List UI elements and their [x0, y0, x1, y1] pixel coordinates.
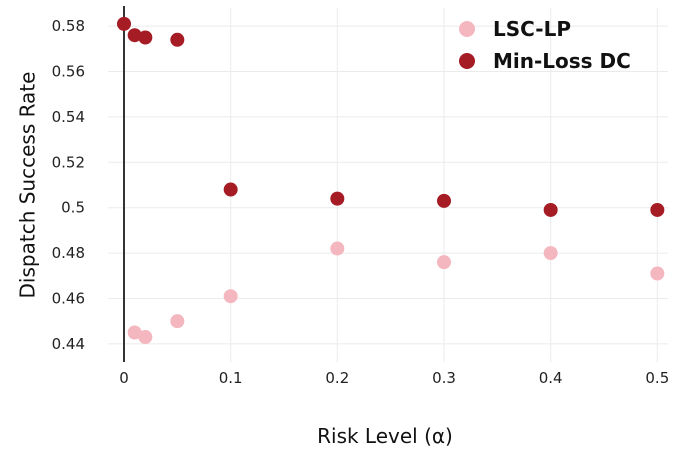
- data-point-series-1: [650, 266, 665, 281]
- grid: [108, 8, 668, 362]
- data-point-series-2: [223, 182, 238, 197]
- x-tick-label: 0.4: [539, 369, 563, 387]
- y-tick-label: 0.44: [52, 335, 85, 353]
- y-tick-label: 0.52: [52, 153, 85, 171]
- y-tick-label: 0.5: [61, 199, 85, 217]
- y-tick-label: 0.46: [52, 289, 85, 307]
- data-point-series-2: [330, 191, 345, 206]
- data-point-series-2: [543, 202, 558, 217]
- legend-marker: [459, 53, 475, 69]
- y-axis-ticks: 0.44 0.46 0.48 0.5 0.52 0.54 0.56 0.58: [52, 17, 85, 353]
- data-point-series-2: [170, 32, 185, 47]
- y-tick-label: 0.56: [52, 63, 85, 81]
- legend: LSC-LP Min-Loss DC: [459, 17, 631, 73]
- data-point-series-1: [223, 289, 238, 304]
- data-point-series-2: [117, 16, 131, 31]
- x-tick-label: 0.1: [219, 369, 243, 387]
- x-axis-ticks: 0 0.1 0.2 0.3 0.4 0.5: [119, 369, 669, 387]
- legend-label: Min-Loss DC: [493, 49, 631, 73]
- y-axis-title: Dispatch Success Rate: [16, 72, 40, 299]
- data-point-series-1: [543, 246, 558, 261]
- data-point-series-2: [650, 202, 665, 217]
- legend-label: LSC-LP: [493, 17, 571, 41]
- data-point-series-1: [127, 325, 142, 340]
- x-tick-label: 0.2: [325, 369, 349, 387]
- x-tick-label: 0.3: [432, 369, 456, 387]
- data-points: [117, 16, 665, 345]
- data-point-series-1: [138, 330, 153, 345]
- data-point-series-1: [437, 255, 451, 270]
- x-axis-title: Risk Level (α): [317, 424, 453, 448]
- data-point-series-2: [437, 193, 451, 208]
- x-tick-label: 0.5: [645, 369, 669, 387]
- y-tick-label: 0.54: [52, 108, 85, 126]
- data-point-series-2: [138, 30, 153, 45]
- data-point-series-1: [330, 241, 345, 256]
- data-point-series-1: [170, 314, 185, 329]
- data-point-series-2: [127, 28, 142, 43]
- x-tick-label: 0: [119, 369, 129, 387]
- legend-marker: [459, 21, 475, 37]
- y-tick-label: 0.48: [52, 244, 85, 262]
- y-tick-label: 0.58: [52, 17, 85, 35]
